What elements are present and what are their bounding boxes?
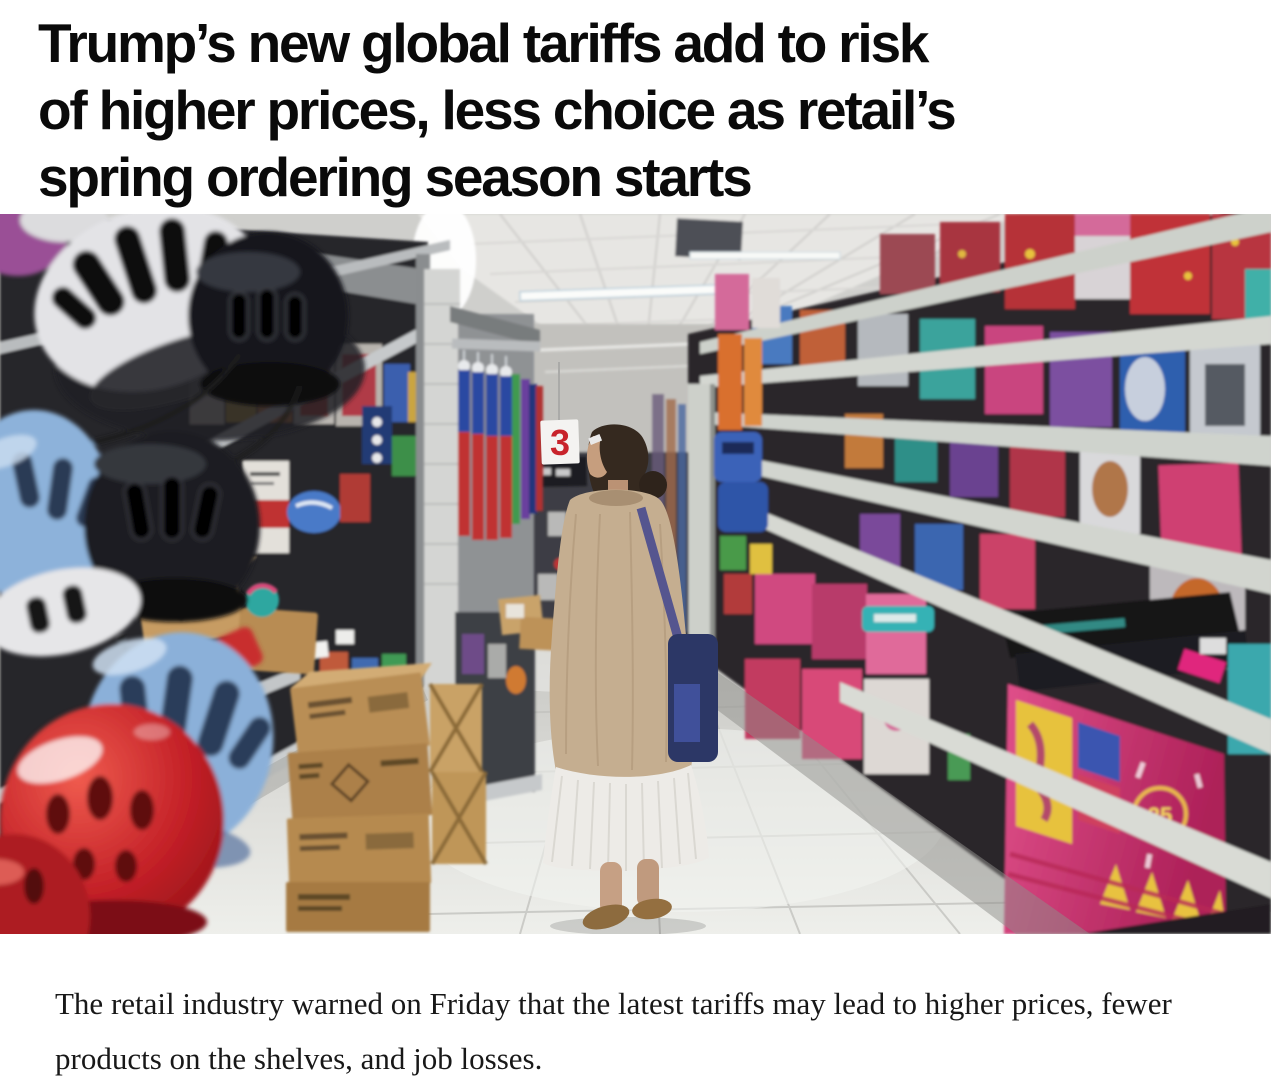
hair-bun [639, 471, 667, 499]
red-helmet-small [0, 834, 90, 934]
floor-shadow-right [688, 660, 1090, 934]
right-shelf-edges [700, 214, 1271, 898]
black-helmet-lower [84, 431, 260, 622]
aisle-number-sign: 3 [540, 362, 580, 465]
aisle-endcap [424, 269, 543, 808]
fluorescent-light [689, 251, 841, 260]
bag-strap [636, 506, 683, 640]
hanging-toy-bats [458, 350, 543, 540]
woman-shoe [632, 898, 672, 920]
woman-shoe [582, 904, 630, 930]
article-headline: Trump’s new global tariffs add to risk o… [0, 0, 1271, 211]
bike-helmets [0, 214, 365, 934]
aisle-number-text: 3 [550, 422, 570, 463]
headline-line-2: of higher prices, less choice as retail’… [38, 79, 957, 141]
cardigan-collar [589, 490, 643, 506]
white-helmet-fragment [0, 567, 141, 657]
article-hero-image: 3 [0, 214, 1271, 934]
woman-shopper [543, 424, 718, 934]
headline-line-3: spring ordering season starts [38, 146, 753, 208]
bag-pocket [674, 684, 700, 742]
woman-leg [600, 862, 622, 914]
article-subheadline: The retail industry warned on Friday tha… [55, 986, 1172, 1076]
glasses [588, 433, 603, 445]
woman-face [586, 436, 607, 478]
black-helmet [188, 232, 348, 406]
ceiling-vent [675, 218, 743, 260]
blue-helmet-upper [0, 410, 112, 602]
right-shelf-unit: 25 [688, 214, 1271, 934]
woman-leg [637, 859, 659, 907]
headline-line-1: Trump’s new global tariffs add to risk [38, 12, 929, 74]
